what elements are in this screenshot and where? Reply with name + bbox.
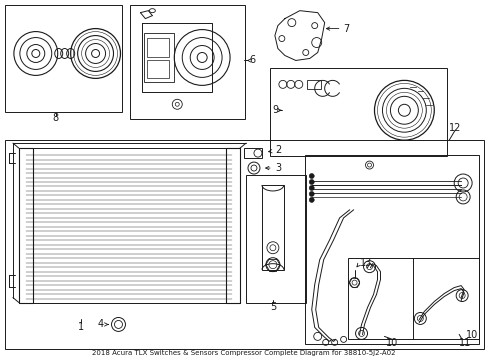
Circle shape [308,180,314,184]
Circle shape [308,197,314,202]
Bar [5,140,483,349]
Text: 12: 12 [448,123,461,133]
Bar [130,5,244,119]
Text: 9: 9 [271,105,278,115]
Text: 6: 6 [248,55,255,66]
Text: 4: 4 [97,319,103,329]
Bar [19,148,240,302]
Bar [262,185,283,270]
Text: 3: 3 [274,163,281,173]
Text: 2: 2 [274,145,281,155]
Bar [269,68,447,156]
Text: 13: 13 [359,258,371,268]
Bar [147,60,169,78]
Bar [245,175,305,302]
Circle shape [308,174,314,179]
Text: 2018 Acura TLX Switches & Sensors Compressor Complete Diagram for 38810-5J2-A02: 2018 Acura TLX Switches & Sensors Compre… [92,350,395,356]
Text: 1: 1 [78,323,83,332]
Text: 5: 5 [269,302,275,311]
Bar [306,80,320,89]
Bar [147,37,169,58]
Bar [304,155,478,345]
Text: 11: 11 [458,338,470,348]
Bar [19,148,33,302]
Bar [244,148,262,158]
Bar [144,32,174,82]
Circle shape [308,192,314,197]
Circle shape [308,185,314,190]
Text: 10: 10 [386,338,398,348]
Bar [5,5,122,112]
Bar [347,258,478,339]
Bar [225,148,240,302]
Text: 8: 8 [53,113,59,123]
Text: 7: 7 [343,24,349,33]
Text: 10: 10 [465,330,477,341]
